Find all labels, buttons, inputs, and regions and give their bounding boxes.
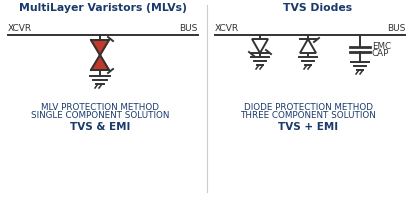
Text: MLV PROTECTION METHOD: MLV PROTECTION METHOD bbox=[41, 102, 159, 112]
Text: EMC: EMC bbox=[372, 42, 391, 50]
Text: CAP: CAP bbox=[372, 48, 389, 58]
Text: TVS Diodes: TVS Diodes bbox=[283, 3, 353, 13]
Text: DIODE PROTECTION METHOD: DIODE PROTECTION METHOD bbox=[244, 102, 373, 112]
Text: TVS + EMI: TVS + EMI bbox=[278, 122, 338, 132]
Text: BUS: BUS bbox=[387, 24, 405, 33]
Text: TVS & EMI: TVS & EMI bbox=[70, 122, 130, 132]
Text: THREE COMPONENT SOLUTION: THREE COMPONENT SOLUTION bbox=[240, 111, 376, 120]
Text: MultiLayer Varistors (MLVs): MultiLayer Varistors (MLVs) bbox=[19, 3, 187, 13]
Polygon shape bbox=[91, 40, 109, 55]
Text: XCVR: XCVR bbox=[215, 24, 239, 33]
Polygon shape bbox=[300, 39, 316, 53]
Polygon shape bbox=[91, 55, 109, 70]
Text: SINGLE COMPONENT SOLUTION: SINGLE COMPONENT SOLUTION bbox=[31, 111, 169, 120]
Polygon shape bbox=[252, 39, 268, 53]
Text: XCVR: XCVR bbox=[8, 24, 32, 33]
Text: BUS: BUS bbox=[180, 24, 198, 33]
